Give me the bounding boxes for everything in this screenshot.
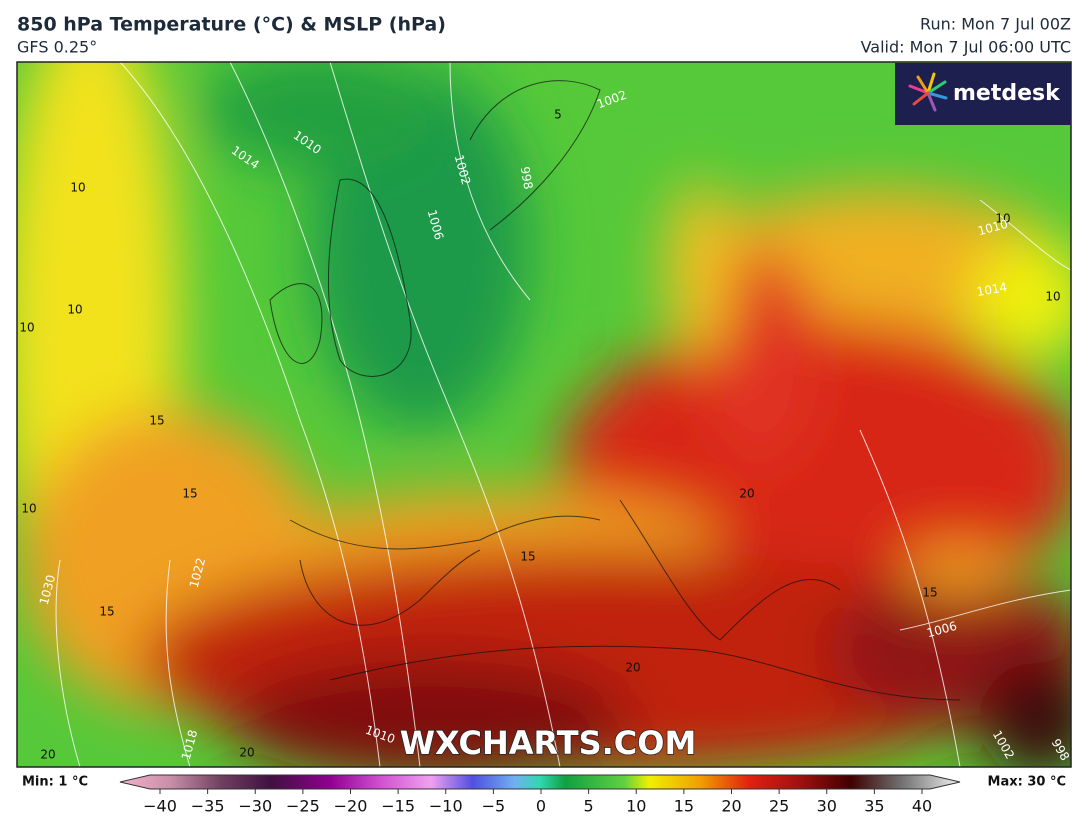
logo-icon [908, 72, 948, 112]
colorbar-tick-label: 20 [721, 797, 741, 816]
contour-label: 10 [70, 181, 85, 195]
model: GFS 0.25° [17, 38, 97, 57]
contour-label: 15 [520, 550, 535, 564]
colorbar-tick-label: −5 [482, 797, 506, 816]
contour-label: 10 [19, 321, 34, 335]
colorbar-tick-label: −10 [429, 797, 463, 816]
contour-label: 10 [67, 303, 82, 317]
map-frame [16, 61, 1072, 768]
colorbar-tick-label: 35 [864, 797, 884, 816]
contour-label: 20 [40, 748, 55, 762]
colorbar-tick-label: 10 [626, 797, 646, 816]
colorbar [119, 774, 961, 790]
colorbar-tick-label: 40 [912, 797, 932, 816]
title: 850 hPa Temperature (°C) & MSLP (hPa) [17, 14, 446, 36]
colorbar-tick-label: −20 [334, 797, 368, 816]
contour-label: 10 [21, 502, 36, 516]
colorbar-tick-label: −15 [381, 797, 415, 816]
contour-label: 20 [739, 487, 754, 501]
colorbar-tick-label: −25 [286, 797, 320, 816]
colorbar-tick-label: 15 [674, 797, 694, 816]
logo-text: metdesk [953, 81, 1061, 106]
colorbar-tick-label: −40 [143, 797, 177, 816]
contour-label: 10 [995, 212, 1010, 226]
colorbar-tick-label: 30 [817, 797, 837, 816]
contour-label: 5 [554, 108, 562, 122]
contour-label: 1014 [976, 280, 1009, 299]
contour-label: 20 [625, 661, 640, 675]
watermark: WXCHARTS.COM [400, 724, 697, 762]
contour-label: 15 [922, 586, 937, 600]
colorbar-tick-label: 5 [584, 797, 594, 816]
contour-label: 15 [149, 414, 164, 428]
max-label: Max: 30 °C [988, 775, 1066, 790]
colorbar-tick-label: −30 [238, 797, 272, 816]
contour-label: 15 [182, 487, 197, 501]
colorbar-tick-label: −35 [191, 797, 225, 816]
map [17, 62, 1071, 767]
colorbar-tick-label: 25 [769, 797, 789, 816]
valid-time: Valid: Mon 7 Jul 06:00 UTC [861, 38, 1071, 57]
colorbar-tick-label: 0 [536, 797, 546, 816]
contour-label: 998 [518, 165, 536, 190]
contour-label: 20 [239, 746, 254, 760]
min-label: Min: 1 °C [22, 775, 88, 790]
contour-label: 10 [1045, 290, 1060, 304]
contour-label: 15 [99, 605, 114, 619]
run: Run: Mon 7 Jul 00Z [920, 15, 1071, 34]
